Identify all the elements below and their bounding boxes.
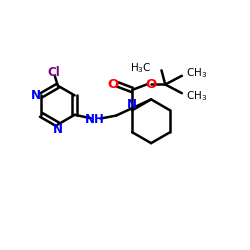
Text: O: O: [108, 78, 119, 91]
Text: CH$_3$: CH$_3$: [186, 66, 207, 80]
Text: NH: NH: [85, 113, 105, 126]
Text: O: O: [146, 78, 157, 91]
Text: N: N: [53, 124, 63, 136]
Text: Cl: Cl: [48, 66, 60, 78]
Text: H$_3$C: H$_3$C: [130, 61, 152, 75]
Text: N: N: [30, 89, 40, 102]
Text: CH$_3$: CH$_3$: [186, 89, 207, 102]
Text: N: N: [127, 98, 137, 111]
